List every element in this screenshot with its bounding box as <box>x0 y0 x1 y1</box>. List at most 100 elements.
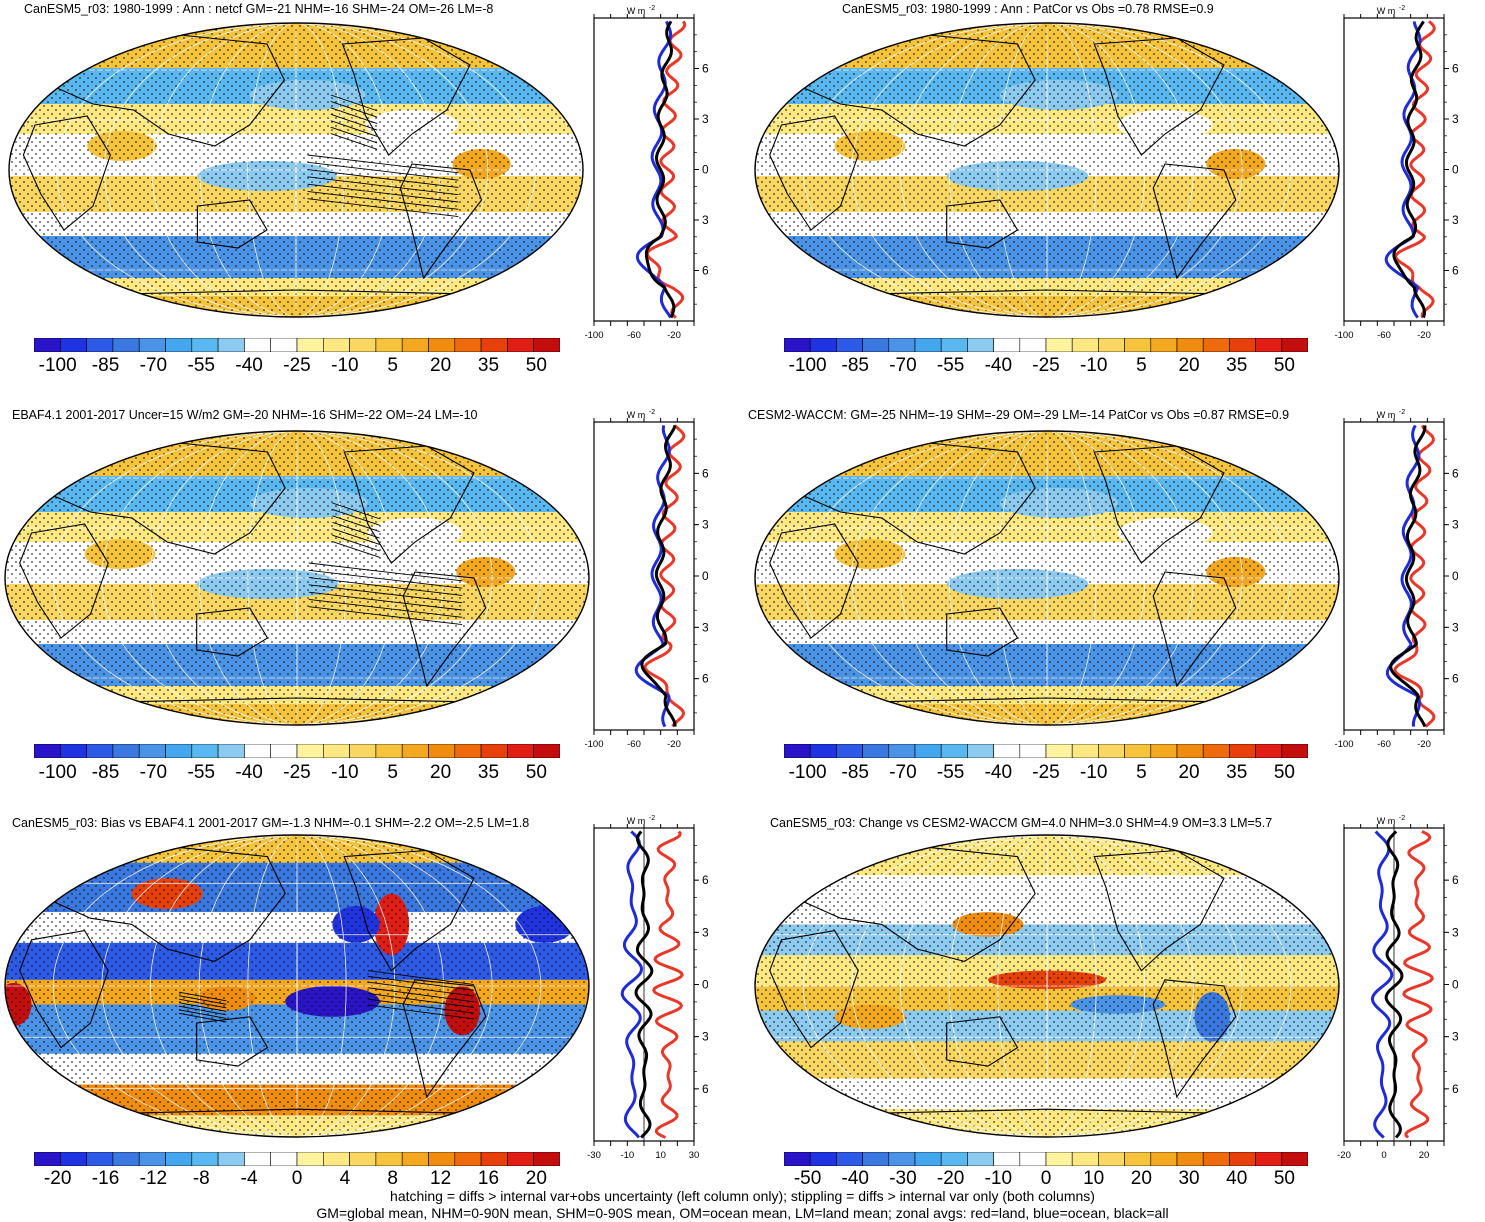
colorbar-label: -10 <box>984 1168 1013 1189</box>
colorbar-label: -70 <box>889 762 917 783</box>
hatch-line <box>178 991 227 1002</box>
colorbar-swatch <box>940 1152 968 1166</box>
colorbar-label: 35 <box>477 355 500 376</box>
zonal-all-curve <box>644 20 676 319</box>
map-border <box>4 834 590 1138</box>
zonal-unit-exponent: -2 <box>1399 409 1405 416</box>
hatch-line <box>308 598 463 618</box>
colorbar-swatch <box>1202 744 1230 758</box>
zonal-lat-label: 60S <box>702 672 708 686</box>
graticule-meridian <box>52 431 542 725</box>
colorbar-label: -20 <box>936 1168 965 1189</box>
colorbar-swatch <box>1098 1152 1125 1166</box>
colorbar-swatch <box>165 338 193 352</box>
coastline <box>1093 849 1225 972</box>
colorbar-swatch <box>1229 338 1256 352</box>
colorbar-swatch <box>244 1152 271 1166</box>
colorbar-swatch <box>1202 338 1230 352</box>
colorbar-swatch <box>480 338 508 352</box>
colorbar-label: -30 <box>889 1168 917 1189</box>
colorbar-labels: -100 -85 -70 -55 -40 -25 -10 5 20 35 50 <box>34 762 560 786</box>
colorbar-swatch <box>862 744 890 758</box>
colorbar-swatch <box>940 338 968 352</box>
colorbar-label: -55 <box>936 355 965 376</box>
zonal-mean-plot: W m-2 60N 30N 0 30S 60S -30 -10 10 30 <box>587 815 708 1161</box>
colorbar-label: 5 <box>1136 762 1147 783</box>
zonal-unit: W m <box>1377 6 1396 16</box>
coastline <box>402 979 487 1099</box>
hatch-line <box>307 169 459 188</box>
colorbar-swatch <box>428 744 456 758</box>
colorbar-label: -40 <box>841 1168 869 1189</box>
colorbar-label: -70 <box>139 762 168 783</box>
colorbar-swatch <box>296 1152 324 1166</box>
hatch-line <box>330 101 378 118</box>
graticule-meridian <box>199 23 393 317</box>
zonal-land-curve <box>1393 424 1436 728</box>
colorbar-swatch <box>59 338 87 352</box>
hatch-line <box>330 113 378 131</box>
colorbar-swatch <box>138 1152 166 1166</box>
world-map <box>4 834 590 1138</box>
colorbar-swatch <box>86 338 114 352</box>
zonal-lat-label: 30S <box>702 1030 708 1044</box>
graticule-meridian <box>1046 23 1048 317</box>
colorbar-swatch <box>217 1152 245 1166</box>
graticule-meridian <box>1046 431 1048 725</box>
zonal-ocean-curve <box>1385 424 1421 727</box>
zonal-lat-label: 60N <box>1452 62 1458 76</box>
colorbar-label: 8 <box>387 1168 399 1189</box>
hatch-line <box>332 541 380 558</box>
coastline <box>196 199 268 249</box>
hatch-line <box>330 94 378 112</box>
colorbar-swatch <box>914 338 942 352</box>
panel-title: EBAF4.1 2001-2017 Uncer=15 W/m2 GM=-20 N… <box>12 408 478 422</box>
colorbar-label: -70 <box>889 355 917 376</box>
zonal-unit-exponent: -2 <box>1399 815 1405 822</box>
colorbar-swatch <box>993 1152 1021 1166</box>
zonal-frame <box>593 17 695 322</box>
colorbar-swatch <box>1150 338 1178 352</box>
colorbar-swatch <box>836 338 863 352</box>
zonal-land-curve <box>651 830 684 1139</box>
colorbar-label: -40 <box>235 355 263 376</box>
colorbar-label: -25 <box>1032 355 1060 376</box>
zonal-x-label: -60 <box>627 330 641 341</box>
colorbar-swatch <box>784 1152 811 1166</box>
colorbar-label: -10 <box>331 355 359 376</box>
graticule-meridian <box>151 23 441 317</box>
coastline <box>1093 445 1225 564</box>
hatch-line <box>178 1002 227 1012</box>
colorbar-swatch <box>1098 744 1125 758</box>
world-map <box>4 430 590 726</box>
colorbar-label: 12 <box>430 1168 452 1189</box>
colorbar-label: 0 <box>1040 1168 1052 1189</box>
graticule-meridian <box>948 835 1146 1137</box>
graticule-meridian <box>296 835 298 1137</box>
colorbar-swatch <box>1150 744 1178 758</box>
colorbar-swatch <box>809 744 837 758</box>
coastline <box>48 846 286 962</box>
hatch-line <box>178 995 227 1005</box>
coastline <box>798 442 1036 555</box>
graticule-meridian <box>103 23 489 317</box>
zonal-ocean-curve <box>1384 21 1422 319</box>
zonal-unit-exponent: -2 <box>1399 5 1405 12</box>
graticule-meridian <box>55 23 537 317</box>
zonal-unit-exponent: -2 <box>649 815 655 822</box>
colorbar-swatch <box>784 744 811 758</box>
zonal-x-label: -20 <box>1417 739 1431 750</box>
colorbar-swatch <box>888 1152 916 1166</box>
footer-line-hatching: hatching = diffs > internal var+obs unce… <box>390 1188 1095 1204</box>
hatch-line <box>332 521 380 539</box>
zonal-x-label: -20 <box>1337 1150 1351 1161</box>
hatch-line <box>332 502 380 520</box>
zonal-x-label: 30 <box>689 1150 700 1161</box>
graticule-meridian <box>900 23 1194 317</box>
graticule-meridian <box>295 23 297 317</box>
colorbar-swatch <box>401 338 429 352</box>
colorbar-label: 10 <box>1083 1168 1105 1189</box>
zonal-mean-plot: W m-2 60N 30N 0 30S 60S -100 -60 -20 <box>584 409 708 750</box>
colorbar <box>34 338 560 352</box>
zonal-x-label: 0 <box>1381 1150 1386 1161</box>
